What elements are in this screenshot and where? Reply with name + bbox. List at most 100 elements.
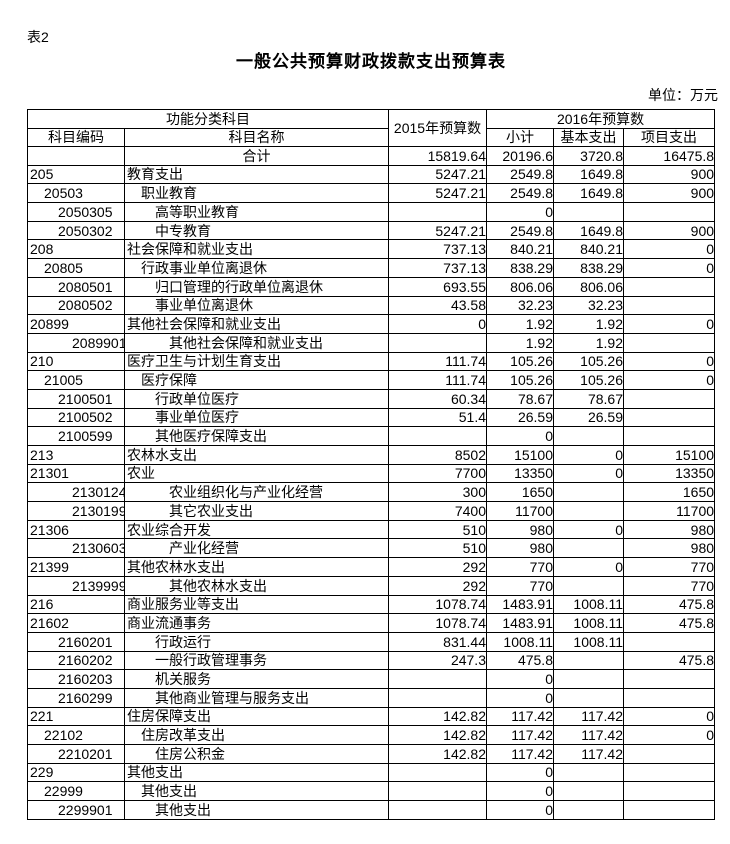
project-expenditure-cell: [622, 762, 716, 783]
project-expenditure-cell: [622, 800, 716, 820]
basic-expenditure-cell: [553, 669, 624, 689]
header-subject-code: 科目编码: [27, 128, 125, 147]
basic-expenditure-cell: [553, 538, 624, 559]
basic-expenditure-cell: 838.29: [553, 258, 624, 278]
header-basic-expenditure: 基本支出: [553, 128, 624, 147]
project-expenditure-cell: 0: [622, 370, 716, 390]
subject-name-cell: 高等职业教育: [124, 202, 389, 222]
table-row: 21602 商业流通事务 1078.74 1483.91 1008.11 475.8: [27, 613, 716, 633]
basic-expenditure-cell: [553, 482, 624, 503]
table-row: 合计 15819.64 20196.6 3720.8 16475.8: [27, 146, 716, 166]
subject-name-cell: 社会保障和就业支出: [124, 239, 389, 260]
project-expenditure-cell: [622, 631, 716, 652]
project-expenditure-cell: 0: [622, 239, 716, 260]
basic-expenditure-cell: [553, 501, 624, 521]
subject-code-cell: 2160202: [27, 650, 125, 671]
table-row: 2160203 机关服务 0: [27, 669, 716, 689]
budget-2015-cell: 292: [388, 575, 487, 596]
table-row: 2160202 一般行政管理事务 247.3 475.8 475.8: [27, 650, 716, 671]
header-row-1: 功能分类科目 2015年预算数 2016年预算数: [27, 109, 716, 147]
subject-code-cell: 2050305: [27, 202, 125, 222]
budget-2015-cell: 737.13: [388, 239, 487, 260]
subject-name-cell: 其他支出: [124, 800, 389, 820]
subject-code-cell: 2160201: [27, 631, 125, 652]
subject-name-cell: 医疗卫生与计划生育支出: [124, 351, 389, 372]
table-row: 21005 医疗保障 111.74 105.26 105.26 0: [27, 370, 716, 390]
subtotal-2016-cell: 20196.6: [486, 146, 554, 166]
budget-2015-cell: [388, 762, 487, 783]
subtotal-2016-cell: 980: [486, 519, 554, 540]
project-expenditure-cell: [622, 687, 716, 708]
subject-name-cell: 其他商业管理与服务支出: [124, 687, 389, 708]
project-expenditure-cell: 0: [622, 258, 716, 278]
subject-code-cell: 2210201: [27, 744, 125, 764]
table-row: 2299901 其他支出 0: [27, 800, 716, 820]
table-row: 2130199 其它农业支出 7400 11700 11700: [27, 501, 716, 521]
table-row: 2100502 事业单位医疗 51.4 26.59 26.59: [27, 407, 716, 428]
subject-code-cell: 210: [27, 351, 125, 372]
subtotal-2016-cell: 105.26: [486, 370, 554, 390]
table-row: 2160299 其他商业管理与服务支出 0: [27, 687, 716, 708]
subject-code-cell: 21306: [27, 519, 125, 540]
subject-code-cell: 2080502: [27, 295, 125, 316]
header-2015-budget: 2015年预算数: [388, 109, 487, 147]
subject-code-cell: 22999: [27, 781, 125, 802]
subject-name-cell: 其它农业支出: [124, 501, 389, 521]
budget-2015-cell: 111.74: [388, 370, 487, 390]
project-expenditure-cell: [622, 426, 716, 446]
header-project-expenditure: 项目支出: [622, 128, 716, 147]
project-expenditure-cell: 15100: [622, 445, 716, 465]
table-body: 合计 15819.64 20196.6 3720.8 16475.8 205 教育支出 524…: [27, 146, 716, 820]
subject-code-cell: 205: [27, 164, 125, 185]
subject-name-cell: 行政运行: [124, 631, 389, 652]
basic-expenditure-cell: 105.26: [553, 351, 624, 372]
subtotal-2016-cell: 1008.11: [486, 631, 554, 652]
subject-code-cell: 2160203: [27, 669, 125, 689]
table-row: 210 医疗卫生与计划生育支出 111.74 105.26 105.26 0: [27, 351, 716, 372]
basic-expenditure-cell: [553, 650, 624, 671]
table-row: 208 社会保障和就业支出 737.13 840.21 840.21 0: [27, 239, 716, 260]
subject-code-cell: 208: [27, 239, 125, 260]
subject-name-cell: 农业组织化与产业化经营: [124, 482, 389, 503]
subject-name-cell: 住房改革支出: [124, 725, 389, 745]
subtotal-2016-cell: 806.06: [486, 276, 554, 297]
subject-name-cell: 合计: [124, 146, 389, 166]
project-expenditure-cell: [622, 407, 716, 428]
subtotal-2016-cell: 117.42: [486, 744, 554, 764]
subject-code-cell: 2100502: [27, 407, 125, 428]
budget-2015-cell: [388, 687, 487, 708]
table-row: 2210201 住房公积金 142.82 117.42 117.42: [27, 744, 716, 764]
basic-expenditure-cell: 1.92: [553, 314, 624, 334]
subtotal-2016-cell: 26.59: [486, 407, 554, 428]
basic-expenditure-cell: 1008.11: [553, 594, 624, 615]
subject-code-cell: 21399: [27, 557, 125, 577]
budget-2015-cell: 247.3: [388, 650, 487, 671]
subtotal-2016-cell: 770: [486, 557, 554, 577]
subject-code-cell: 20899: [27, 314, 125, 334]
subtotal-2016-cell: 2549.8: [486, 183, 554, 204]
subtotal-2016-cell: 1.92: [486, 332, 554, 353]
basic-expenditure-cell: 1008.11: [553, 613, 624, 633]
basic-expenditure-cell: [553, 800, 624, 820]
table-row: 21399 其他农林水支出 292 770 0 770: [27, 557, 716, 577]
subject-name-cell: 商业服务业等支出: [124, 594, 389, 615]
table-row: 22102 住房改革支出 142.82 117.42 117.42 0: [27, 725, 716, 745]
basic-expenditure-cell: 1649.8: [553, 220, 624, 241]
subject-name-cell: 事业单位医疗: [124, 407, 389, 428]
subject-name-cell: 行政事业单位离退休: [124, 258, 389, 278]
subject-name-cell: 行政单位医疗: [124, 388, 389, 409]
subject-code-cell: 2080501: [27, 276, 125, 297]
project-expenditure-cell: 11700: [622, 501, 716, 521]
subtotal-2016-cell: 13350: [486, 463, 554, 484]
subtotal-2016-cell: 0: [486, 426, 554, 446]
table-row: 213 农林水支出 8502 15100 0 15100: [27, 445, 716, 465]
table-row: 20503 职业教育 5247.21 2549.8 1649.8 900: [27, 183, 716, 204]
subject-name-cell: 其他农林水支出: [124, 575, 389, 596]
budget-2015-cell: [388, 202, 487, 222]
table-row: 2100599 其他医疗保障支出 0: [27, 426, 716, 446]
subject-code-cell: 2130199: [27, 501, 125, 521]
subject-code-cell: 2100501: [27, 388, 125, 409]
subject-name-cell: 农业: [124, 463, 389, 484]
header-2016-budget: 2016年预算数: [485, 109, 716, 129]
subject-code-cell: 21005: [27, 370, 125, 390]
